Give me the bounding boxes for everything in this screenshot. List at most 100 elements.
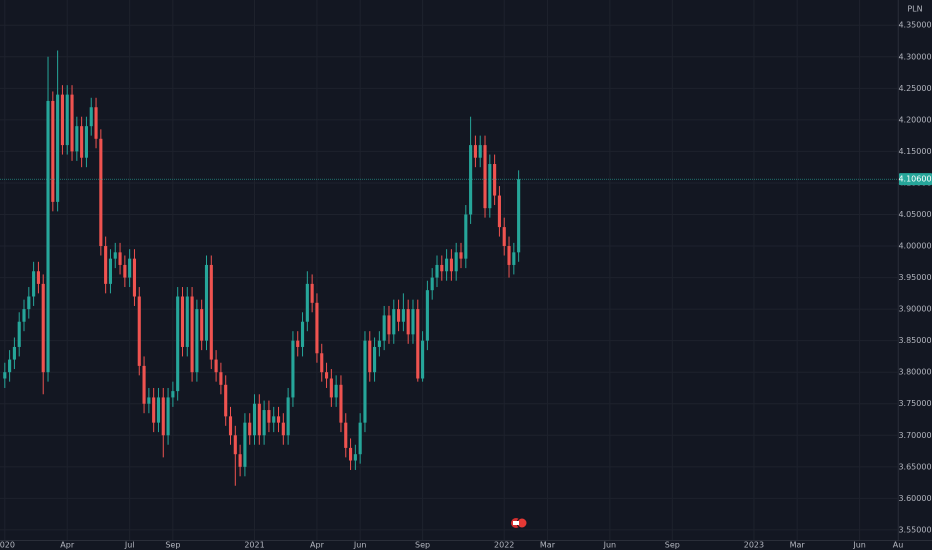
x-tick-label: Sep	[415, 541, 430, 550]
candle-body	[224, 384, 228, 417]
candle-body	[473, 145, 477, 158]
candle-body	[483, 145, 487, 209]
candle-body	[195, 309, 199, 373]
candle-body	[200, 309, 204, 341]
x-tick-label: Jun	[353, 541, 367, 550]
y-tick-label: 3.90000	[898, 305, 931, 314]
candle-body	[166, 397, 170, 436]
candle-body	[310, 283, 314, 303]
candle-body	[411, 309, 415, 335]
candle-body	[104, 246, 108, 284]
candle-body	[113, 252, 117, 259]
candle-body	[502, 227, 506, 247]
candle-body	[430, 277, 434, 291]
candle-body	[8, 359, 12, 373]
y-tick-label: 4.35000	[898, 21, 931, 30]
candle-body	[22, 309, 26, 322]
x-tick-label: Apr	[60, 541, 75, 550]
candle-body	[324, 372, 329, 379]
candle-body	[320, 353, 324, 373]
y-tick-label: 3.55000	[898, 525, 931, 534]
candle-body	[41, 283, 45, 373]
candle-body	[51, 100, 55, 202]
candle-body	[305, 283, 309, 322]
candle-body	[190, 296, 194, 373]
candle-body	[296, 340, 300, 347]
candle-body	[512, 252, 516, 265]
x-tick-label: Apr	[310, 541, 325, 550]
candle-body	[108, 258, 113, 284]
candle-body	[56, 94, 60, 202]
candle-body	[358, 422, 362, 455]
candle-body	[286, 397, 290, 436]
candle-body	[517, 179, 521, 253]
candle-body	[180, 296, 185, 347]
x-tick-label: Au	[893, 541, 904, 550]
y-tick-label: 3.80000	[898, 368, 931, 377]
candle-body	[363, 340, 367, 423]
candle-body	[156, 397, 161, 423]
candle-body	[368, 340, 372, 373]
y-tick-label: 3.70000	[898, 431, 931, 440]
candle-body	[17, 321, 21, 347]
candle-body	[425, 290, 429, 341]
candle-body	[209, 264, 213, 360]
candle-body	[281, 422, 285, 436]
candle-body	[152, 397, 156, 423]
candle-body	[99, 138, 103, 247]
y-tick-label: 3.65000	[898, 462, 931, 471]
candle-body	[459, 252, 463, 259]
candle-body	[291, 340, 295, 398]
x-tick-label: Sep	[665, 541, 680, 550]
y-tick-label: 3.95000	[898, 273, 931, 282]
x-tick-label: 2023	[744, 541, 764, 550]
candle-body	[80, 126, 84, 158]
candle-body	[60, 94, 64, 146]
y-tick-label: 4.00000	[898, 242, 931, 251]
candle-body	[27, 296, 31, 310]
candle-body	[219, 372, 223, 385]
candle-body	[406, 309, 410, 335]
candle-body	[89, 107, 93, 127]
candle-body	[46, 100, 50, 373]
candle-body	[339, 384, 343, 423]
candle-body	[329, 378, 333, 398]
y-tick-label: 3.85000	[898, 336, 931, 345]
candle-body	[493, 164, 497, 196]
price-label: 4.10600	[898, 175, 931, 184]
candle-body	[392, 309, 396, 335]
y-tick-label: 3.75000	[898, 399, 931, 408]
candle-body	[449, 258, 453, 272]
y-tick-label: 4.30000	[898, 52, 931, 61]
y-tick-label: 4.20000	[898, 115, 931, 124]
x-tick-label: Jul	[124, 541, 135, 550]
candle-body	[315, 302, 319, 354]
x-tick-label: Sep	[165, 541, 180, 550]
candle-body	[75, 126, 79, 152]
candle-body	[70, 94, 74, 152]
x-tick-label: 2022	[494, 541, 514, 550]
price-label-box	[899, 173, 932, 186]
event-flag	[511, 517, 528, 529]
candle-body	[204, 264, 209, 341]
candle-body	[94, 107, 98, 139]
x-tick-label: Mar	[790, 541, 806, 550]
candle-body	[382, 315, 386, 341]
candle-body	[176, 296, 180, 392]
candle-body	[32, 271, 36, 297]
candle-body	[507, 246, 511, 265]
candle-body	[123, 264, 127, 278]
candle-body	[118, 252, 122, 265]
candle-body	[344, 422, 348, 448]
candle-body	[464, 214, 468, 259]
candle-body	[257, 403, 261, 436]
candle-body	[469, 145, 473, 215]
candle-body	[248, 422, 252, 436]
candle-body	[238, 454, 242, 467]
x-tick-label: 2021	[244, 541, 264, 550]
candle-body	[440, 264, 444, 272]
candle-body	[171, 391, 175, 398]
candle-body	[397, 309, 401, 322]
candle-body	[348, 447, 353, 461]
